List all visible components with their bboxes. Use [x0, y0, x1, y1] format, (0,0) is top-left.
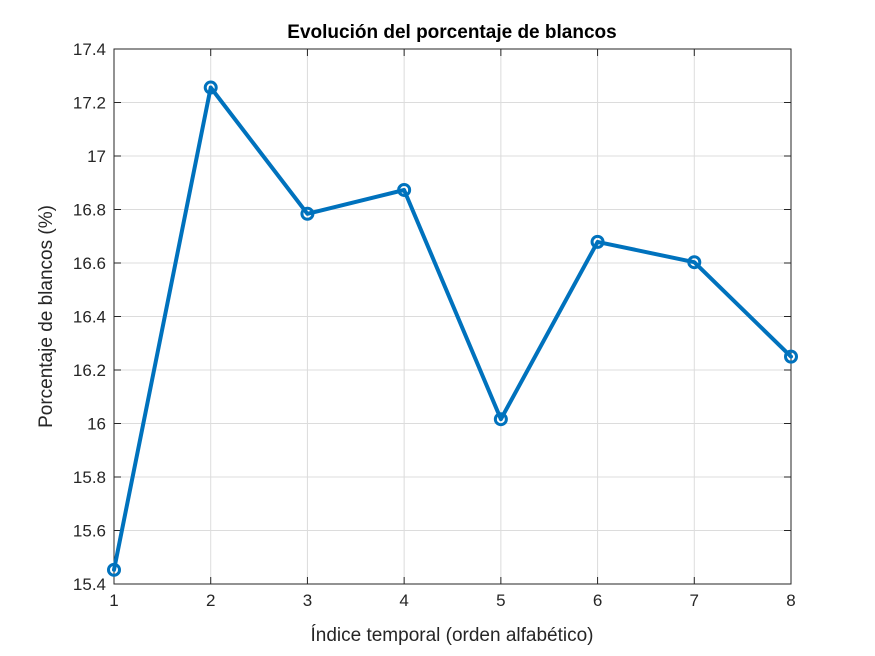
- y-tick-label: 15.8: [73, 468, 106, 487]
- series: [107, 80, 798, 577]
- x-axis-label: Índice temporal (orden alfabético): [310, 625, 593, 646]
- data-point: [590, 234, 605, 249]
- y-tick-label: 15.4: [73, 575, 106, 594]
- y-tick-label: 16.2: [73, 361, 106, 380]
- data-point: [203, 80, 218, 95]
- x-tick-label: 3: [303, 591, 312, 610]
- y-tick-label: 16.6: [73, 254, 106, 273]
- y-axis-label: Porcentaje de blancos (%): [36, 205, 57, 428]
- x-tick-label: 4: [399, 591, 408, 610]
- x-tick-label: 1: [109, 591, 118, 610]
- data-point: [300, 206, 315, 221]
- data-point: [397, 182, 412, 197]
- y-tick-label: 16.8: [73, 201, 106, 220]
- y-tick-label: 17.4: [73, 40, 106, 59]
- data-point: [107, 562, 121, 577]
- series-line: [112, 85, 793, 572]
- chart-title: Evolución del porcentaje de blancos: [287, 22, 616, 43]
- data-point: [687, 255, 702, 270]
- x-tick-label: 2: [206, 591, 215, 610]
- y-tick-label: 16.4: [73, 308, 106, 327]
- x-tick-label: 8: [786, 591, 795, 610]
- data-point: [784, 349, 798, 364]
- x-tick-label: 7: [690, 591, 699, 610]
- y-tick-label: 16: [87, 415, 106, 434]
- y-tick-label: 17: [87, 147, 106, 166]
- x-tick-label: 6: [593, 591, 602, 610]
- grid: [113, 48, 792, 585]
- axis-ticks: 1 2 3 4 5 6 7 8 15.4 15.6 15.8 16 16.2 16.4 16.6 16.8 17…: [73, 40, 796, 610]
- y-tick-label: 15.6: [73, 522, 106, 541]
- y-tick-label: 17.2: [73, 94, 106, 113]
- data-point: [493, 412, 508, 427]
- x-tick-label: 5: [496, 591, 505, 610]
